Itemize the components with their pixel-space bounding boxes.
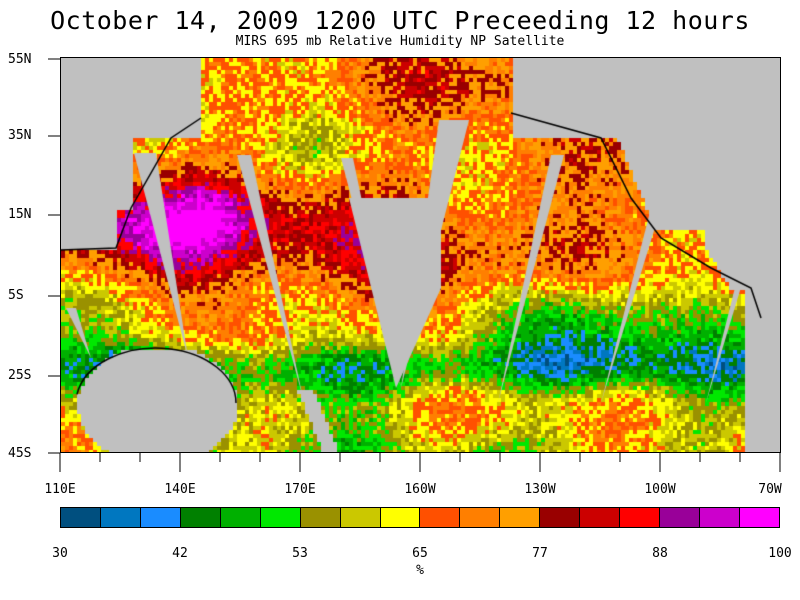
colorbar-swatch-6 xyxy=(300,508,341,527)
colorbar-swatch-16 xyxy=(700,508,740,527)
colorbar-tick-65: 65 xyxy=(412,546,428,561)
colorbar-swatch-2 xyxy=(140,508,181,527)
lat-label-5s: 5S xyxy=(8,288,24,303)
colorbar-swatch-11 xyxy=(500,508,541,527)
colorbar-swatch-10 xyxy=(460,508,501,527)
colorbar-unit: % xyxy=(416,563,424,578)
colorbar-swatch-14 xyxy=(620,508,661,527)
colorbar-swatch-4 xyxy=(220,508,261,527)
lat-label-15n: 15N xyxy=(8,207,32,222)
map-subtitle: MIRS 695 mb Relative Humidity NP Satelli… xyxy=(235,34,565,49)
colorbar-tick-30: 30 xyxy=(52,546,68,561)
lat-label-55n: 55N xyxy=(8,52,32,67)
lat-label-25s: 25S xyxy=(8,368,32,383)
colorbar-swatch-3 xyxy=(180,508,221,527)
lat-label-45s: 45S xyxy=(8,446,32,461)
lon-label-130w: 130W xyxy=(524,482,556,497)
colorbar xyxy=(60,507,780,528)
colorbar-swatch-12 xyxy=(540,508,581,527)
lon-label-160w: 160W xyxy=(404,482,436,497)
lon-label-170e: 170E xyxy=(284,482,316,497)
humidity-raster xyxy=(61,58,780,452)
colorbar-tick-42: 42 xyxy=(172,546,188,561)
lon-label-100w: 100W xyxy=(644,482,676,497)
colorbar-tick-77: 77 xyxy=(532,546,548,561)
colorbar-tick-53: 53 xyxy=(292,546,308,561)
humidity-map xyxy=(60,57,781,453)
colorbar-swatch-5 xyxy=(260,508,301,527)
map-title: October 14, 2009 1200 UTC Preceeding 12 … xyxy=(50,6,750,35)
lat-label-35n: 35N xyxy=(8,128,32,143)
colorbar-swatch-9 xyxy=(420,508,461,527)
colorbar-swatch-13 xyxy=(580,508,621,527)
colorbar-tick-88: 88 xyxy=(652,546,668,561)
colorbar-swatch-17 xyxy=(739,508,779,527)
colorbar-swatch-1 xyxy=(100,508,141,527)
lon-label-140e: 140E xyxy=(164,482,196,497)
lon-label-110e: 110E xyxy=(44,482,76,497)
colorbar-swatch-7 xyxy=(340,508,381,527)
colorbar-swatch-0 xyxy=(61,508,101,527)
lon-label-70w: 70W xyxy=(758,482,782,497)
colorbar-tick-100: 100 xyxy=(768,546,792,561)
colorbar-swatch-8 xyxy=(380,508,421,527)
colorbar-swatch-15 xyxy=(660,508,700,527)
